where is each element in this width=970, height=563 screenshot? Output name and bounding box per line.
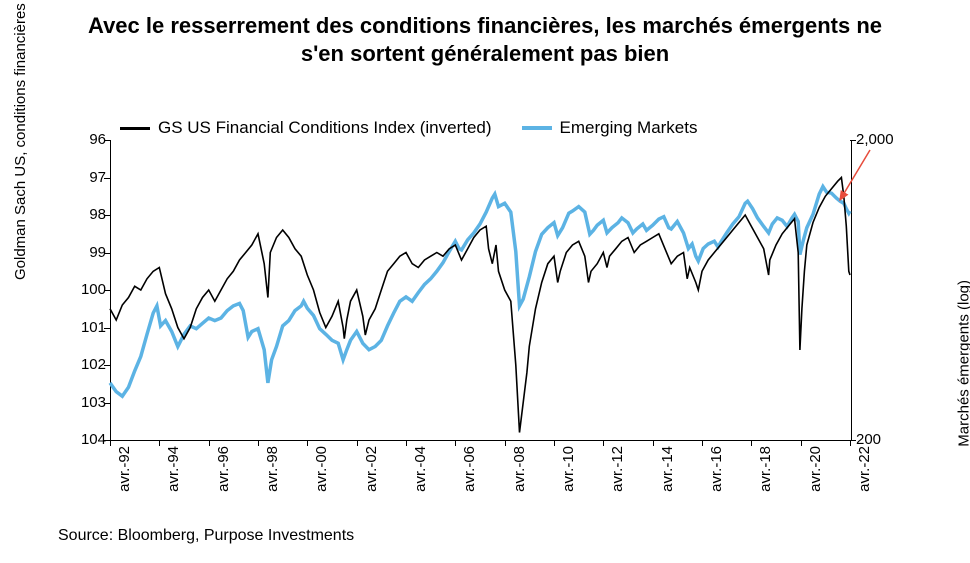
y-left-tick: 99 bbox=[66, 244, 106, 261]
x-tick: avr.-12 bbox=[609, 446, 626, 502]
x-tick: avr.-04 bbox=[412, 446, 429, 502]
y-left-tick: 100 bbox=[66, 281, 106, 298]
y-left-tick: 97 bbox=[66, 169, 106, 186]
x-tick: avr.-08 bbox=[511, 446, 528, 502]
x-tick: avr.-92 bbox=[116, 446, 133, 502]
x-tick: avr.-00 bbox=[313, 446, 330, 502]
x-tick: avr.-96 bbox=[215, 446, 232, 502]
y-left-tick: 101 bbox=[66, 319, 106, 336]
down-arrow-annotation bbox=[0, 0, 970, 563]
x-tick: avr.-18 bbox=[757, 446, 774, 502]
source-text: Source: Bloomberg, Purpose Investments bbox=[58, 527, 354, 545]
y-left-tick: 102 bbox=[66, 356, 106, 373]
x-tick: avr.-02 bbox=[363, 446, 380, 502]
x-tick: avr.-10 bbox=[560, 446, 577, 502]
x-tick: avr.-94 bbox=[165, 446, 182, 502]
x-tick: avr.-16 bbox=[708, 446, 725, 502]
y-left-tick: 96 bbox=[66, 131, 106, 148]
y-left-tick: 103 bbox=[66, 394, 106, 411]
y-right-tick: 2,000 bbox=[856, 131, 894, 148]
x-tick: avr.-20 bbox=[807, 446, 824, 502]
x-tick: avr.-98 bbox=[264, 446, 281, 502]
y-left-tick: 104 bbox=[66, 431, 106, 448]
chart-container: Avec le resserrement des conditions fina… bbox=[0, 0, 970, 563]
x-tick: avr.-22 bbox=[856, 446, 873, 502]
x-tick: avr.-14 bbox=[659, 446, 676, 502]
x-tick: avr.-06 bbox=[461, 446, 478, 502]
y-left-tick: 98 bbox=[66, 206, 106, 223]
